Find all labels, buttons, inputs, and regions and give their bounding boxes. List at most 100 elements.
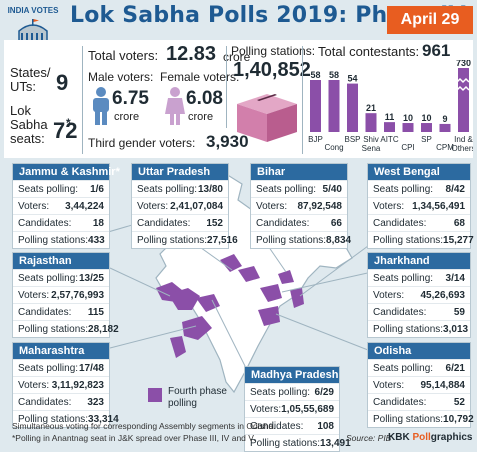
bar-value-label: 54 bbox=[347, 74, 357, 84]
state-name: Bihar bbox=[251, 164, 347, 180]
candidates-row: Candidates: 59 bbox=[368, 303, 470, 320]
candidates-row: Candidates: 323 bbox=[13, 393, 109, 410]
footnote-anantnag: *Polling in Anantnag seat in J&K spread … bbox=[12, 433, 256, 443]
seats-row: Seats polling: 17/48 bbox=[13, 359, 109, 376]
male-figure-icon bbox=[93, 87, 109, 125]
bar-shiv-sena bbox=[365, 113, 377, 132]
bar-sp bbox=[421, 123, 432, 132]
category-label: AITC bbox=[380, 135, 398, 144]
voters-label: Voters: bbox=[373, 380, 405, 391]
voters-value: 3,11,92,823 bbox=[51, 380, 104, 391]
female-figure-icon bbox=[165, 87, 185, 125]
voters-value: 1,05,55,689 bbox=[281, 404, 334, 415]
male-voters-value: 6.75 bbox=[112, 88, 149, 109]
voters-row: Voters: 2,41,07,084 bbox=[132, 197, 228, 214]
candidates-label: Candidates: bbox=[18, 307, 72, 318]
page-title: Lok Sabha Polls 2019: Phase-IV bbox=[70, 3, 466, 28]
candidates-value: 18 bbox=[92, 218, 104, 229]
stations-value: 8,834 bbox=[326, 235, 352, 246]
seats-footnote-mark: * bbox=[66, 116, 71, 130]
voters-value: 3,44,224 bbox=[65, 201, 104, 212]
seats-label: Seats polling: bbox=[18, 273, 79, 284]
bar-value-label: 21 bbox=[366, 103, 376, 113]
category-label: BJP bbox=[308, 135, 323, 144]
category-label: Shiv bbox=[363, 135, 379, 144]
stations-value: 33,314 bbox=[88, 414, 119, 425]
candidates-value: 59 bbox=[453, 307, 465, 318]
seats-label: Seats polling: bbox=[373, 273, 434, 284]
divider bbox=[226, 46, 227, 128]
third-gender-value: 3,930 bbox=[206, 132, 249, 151]
stations-value: 28,182 bbox=[88, 324, 119, 335]
candidates-label: Candidates: bbox=[18, 218, 72, 229]
voters-label: Voters: bbox=[250, 404, 282, 415]
seats-value: 6/21 bbox=[445, 363, 465, 374]
stations-value: 433 bbox=[88, 235, 105, 246]
candidates-value: 66 bbox=[330, 218, 342, 229]
state-name: Jammu & Kashmir* bbox=[13, 164, 120, 180]
voters-row: Voters: 1,34,56,491 bbox=[368, 197, 470, 214]
seats-value: 6/29 bbox=[314, 387, 334, 398]
stations-label: Polling stations: bbox=[18, 414, 89, 425]
state-card-jammu-kashmir: Jammu & Kashmir* Seats polling: 1/6 Voter… bbox=[12, 163, 120, 249]
voters-value: 95,14,884 bbox=[420, 380, 466, 391]
category-label: Sena bbox=[362, 144, 381, 153]
candidates-value: 52 bbox=[453, 397, 465, 408]
region-west-bengal bbox=[290, 288, 304, 308]
stations-value: 15,277 bbox=[443, 235, 474, 246]
logo-text: INDIA VOTES bbox=[7, 6, 59, 15]
candidates-row: Candidates: 108 bbox=[245, 417, 339, 434]
seats-row: Seats polling: 13/80 bbox=[132, 180, 228, 197]
candidates-label: Candidates: bbox=[18, 397, 72, 408]
candidates-value: 68 bbox=[453, 218, 465, 229]
state-name: Uttar Pradesh bbox=[132, 164, 228, 180]
stations-value: 27,516 bbox=[207, 235, 238, 246]
bar-ind-others bbox=[458, 68, 469, 132]
seats-row: Seats polling: 13/25 bbox=[13, 269, 109, 286]
bar-bjp bbox=[310, 80, 321, 132]
voters-row: Voters: 45,26,693 bbox=[368, 286, 470, 303]
bar-aitc bbox=[384, 122, 395, 132]
chart-title: Total contestants: bbox=[318, 44, 420, 59]
bar-value-label: 11 bbox=[385, 112, 395, 122]
voters-row: Voters: 3,11,92,823 bbox=[13, 376, 109, 393]
seats-label: Seats polling: bbox=[256, 184, 317, 195]
voters-row: Voters: 87,92,548 bbox=[251, 197, 347, 214]
candidates-label: Candidates: bbox=[137, 218, 191, 229]
bar-value-label: 9 bbox=[442, 114, 447, 124]
seats-row: Seats polling: 6/21 bbox=[368, 359, 470, 376]
seats-label: Seats polling: bbox=[373, 363, 434, 374]
voters-row: Voters: 95,14,884 bbox=[368, 376, 470, 393]
stations-row: Polling stations: 433 bbox=[13, 231, 109, 248]
candidates-label: Candidates: bbox=[373, 307, 427, 318]
state-name: Maharashtra bbox=[13, 343, 109, 359]
seats-label: Seats polling: bbox=[18, 363, 79, 374]
voters-label: Voters: bbox=[18, 380, 50, 391]
category-label: CPI bbox=[401, 143, 414, 152]
state-name: Rajasthan bbox=[13, 253, 109, 269]
stations-label: Polling stations: bbox=[250, 438, 321, 449]
polling-stations-value: 1,40,852 bbox=[233, 59, 311, 81]
seats-value: 13/25 bbox=[78, 273, 104, 284]
credit-prefix: KBK bbox=[388, 432, 413, 443]
state-card-maharashtra: Maharashtra Seats polling: 17/48 Voters: 3… bbox=[12, 342, 119, 428]
divider bbox=[82, 46, 83, 154]
seats-value: 72 bbox=[53, 118, 78, 143]
bar-value-label: 10 bbox=[421, 113, 431, 123]
state-name: Madhya Pradesh bbox=[245, 367, 339, 383]
voters-label: Voters: bbox=[373, 201, 405, 212]
region-rajasthan-south bbox=[168, 288, 200, 310]
seats-row: Seats polling: 5/40 bbox=[251, 180, 347, 197]
category-label: Ind & bbox=[454, 135, 473, 144]
voters-label: Voters: bbox=[373, 290, 405, 301]
state-name: Jharkhand bbox=[368, 253, 470, 269]
state-card-rajasthan: Rajasthan Seats polling: 13/25 Voters: 2,5… bbox=[12, 252, 119, 338]
stations-label: Polling stations: bbox=[373, 324, 444, 335]
voters-row: Voters: 2,57,76,993 bbox=[13, 286, 109, 303]
stations-row: Polling stations: 8,834 bbox=[251, 231, 351, 248]
seats-value: 5/40 bbox=[322, 184, 342, 195]
seats-label: Seats polling: bbox=[137, 184, 198, 195]
region-odisha bbox=[258, 306, 280, 326]
region-jharkhand bbox=[260, 284, 282, 302]
